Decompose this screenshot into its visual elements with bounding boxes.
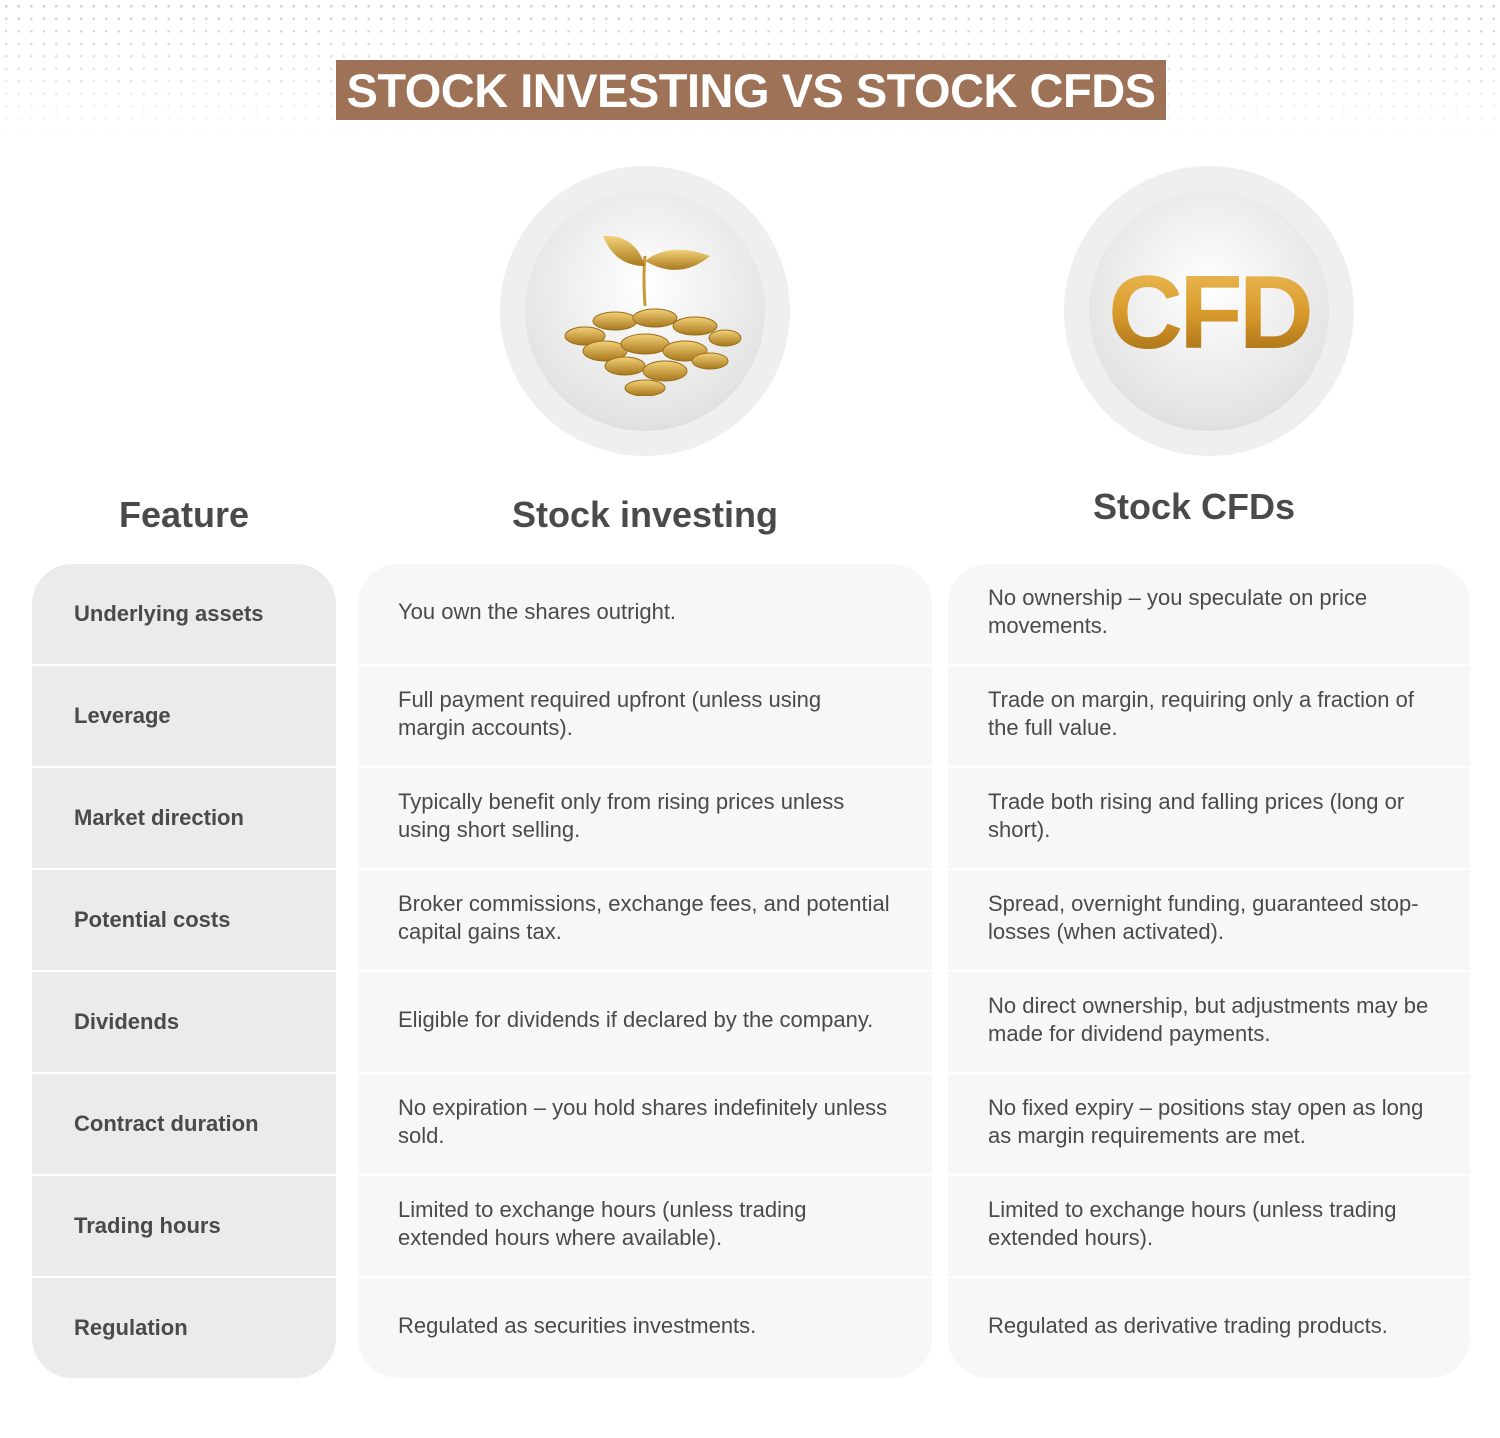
- cfd-cell: Regulated as derivative trading products…: [988, 1313, 1388, 1338]
- feature-cell: Underlying assets: [32, 564, 336, 666]
- cfd-logo-text: CFD: [1108, 256, 1310, 366]
- feature-cell: Potential costs: [32, 870, 336, 972]
- header-stock-investing: Stock investing: [511, 494, 779, 535]
- stock-cell: Full payment required upfront (unless us…: [358, 666, 932, 768]
- stock-cell: Eligible for dividends if declared by th…: [358, 972, 932, 1074]
- cfd-cell: No direct ownership, but adjustments may…: [948, 972, 1470, 1074]
- gold-cfd-letters-icon: CFD: [1108, 256, 1314, 366]
- stock-cfd-image: CFD: [1064, 166, 1354, 456]
- feature-cell: Contract duration: [32, 1074, 336, 1176]
- feature-cell: Trading hours: [32, 1176, 336, 1278]
- cfd-cell: Spread, overnight funding, guaranteed st…: [948, 870, 1470, 972]
- stock-investing-column: You own the shares outright. Full paymen…: [358, 564, 932, 1378]
- stock-cell: You own the shares outright.: [358, 564, 932, 666]
- stock-cfds-column: No ownership – you speculate on price mo…: [948, 564, 1470, 1378]
- stock-cell: Regulated as securities investments.: [398, 1313, 757, 1338]
- header-feature: Feature: [118, 494, 250, 535]
- feature-cell: Dividends: [32, 972, 336, 1074]
- cfd-cell: Limited to exchange hours (unless tradin…: [948, 1176, 1470, 1278]
- cfd-cell: Trade on margin, requiring only a fracti…: [948, 666, 1470, 768]
- stock-investing-image: [500, 166, 790, 456]
- cfd-cell: Trade both rising and falling prices (lo…: [948, 768, 1470, 870]
- header-stock-cfds: Stock CFDs: [1092, 486, 1296, 527]
- cfd-cell: No fixed expiry – positions stay open as…: [948, 1074, 1470, 1176]
- feature-column: Underlying assets Leverage Market direct…: [32, 564, 336, 1378]
- page-title: STOCK INVESTING VS STOCK CFDS: [336, 60, 1166, 120]
- cfd-cell: No ownership – you speculate on price mo…: [948, 564, 1470, 666]
- gold-coins-plant-icon: [564, 235, 742, 396]
- stock-cell: Limited to exchange hours (unless tradin…: [358, 1176, 932, 1278]
- stock-cell: Broker commissions, exchange fees, and p…: [358, 870, 932, 972]
- feature-cell: Regulation: [74, 1315, 188, 1340]
- stock-cell: Typically benefit only from rising price…: [358, 768, 932, 870]
- feature-cell: Leverage: [32, 666, 336, 768]
- stock-cell: No expiration – you hold shares indefini…: [358, 1074, 932, 1176]
- feature-cell: Market direction: [32, 768, 336, 870]
